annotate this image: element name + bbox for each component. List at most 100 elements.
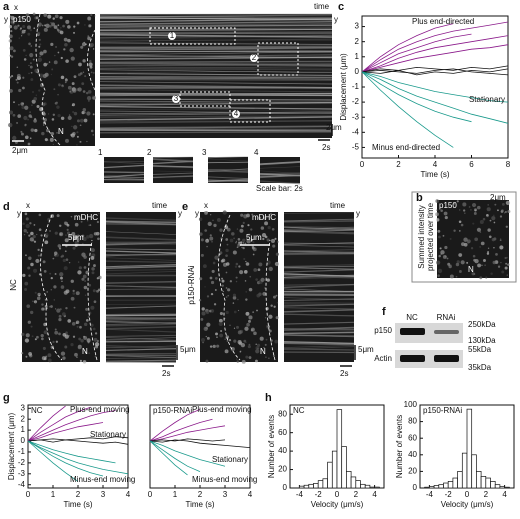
texture: [38, 228, 42, 232]
texture: [79, 124, 82, 127]
texture: [250, 239, 253, 242]
bar: [480, 476, 487, 489]
texture: [207, 221, 212, 226]
texture: [8, 122, 13, 128]
annotation: Stationary: [469, 95, 505, 104]
texture: [212, 344, 216, 348]
texture: [455, 275, 458, 278]
texture: [99, 125, 333, 128]
texture: [220, 329, 223, 333]
texture: [226, 243, 229, 246]
label: N: [82, 347, 88, 356]
texture: [25, 333, 30, 338]
texture: [264, 221, 269, 226]
texture: [88, 100, 90, 102]
texture: [283, 253, 355, 256]
texture: [237, 238, 241, 241]
texture: [103, 171, 145, 174]
texture: [17, 114, 22, 118]
texture: [105, 242, 177, 246]
bar: [346, 471, 352, 489]
texture: [239, 270, 244, 275]
texture: [444, 215, 448, 220]
texture: [204, 229, 208, 232]
bar: [341, 446, 347, 489]
texture: [45, 128, 50, 133]
texture: [43, 49, 47, 54]
label: N: [58, 127, 64, 136]
texture: [479, 219, 484, 224]
texture: [53, 285, 57, 289]
x-tick-label: 0: [26, 490, 31, 499]
texture: [442, 234, 445, 237]
texture: [30, 128, 35, 132]
x-tick-label: 0: [360, 160, 365, 169]
texture: [99, 111, 333, 115]
texture: [30, 262, 34, 267]
texture: [72, 246, 76, 250]
y-axis-label: Number of events: [267, 415, 276, 478]
texture: [105, 236, 177, 241]
texture: [83, 111, 86, 114]
texture: [87, 315, 90, 319]
texture: [262, 291, 267, 296]
texture: [64, 42, 68, 47]
texture: [235, 240, 238, 243]
bar: [471, 454, 477, 489]
label: 5μm: [68, 233, 84, 242]
texture: [241, 359, 246, 364]
texture: [264, 343, 267, 346]
texture: [205, 310, 210, 315]
x-tick-label: -2: [445, 490, 453, 499]
texture: [35, 16, 39, 20]
texture: [99, 76, 333, 78]
texture: [248, 319, 251, 323]
texture: [252, 311, 255, 313]
texture: [84, 24, 86, 26]
y-axis-label: Displacement (μm): [339, 53, 348, 121]
texture: [207, 178, 249, 183]
texture: [245, 311, 250, 316]
texture: [73, 125, 78, 130]
bar: [322, 478, 328, 489]
texture: [245, 298, 248, 301]
texture: [236, 246, 239, 249]
texture: [105, 323, 177, 327]
texture: [73, 27, 75, 29]
y-tick-label: 1: [21, 425, 26, 434]
texture: [481, 264, 483, 267]
texture: [206, 245, 208, 248]
texture: [435, 199, 439, 203]
texture: [29, 237, 34, 242]
trace: [361, 65, 509, 73]
texture: [82, 217, 84, 220]
texture: [207, 155, 249, 159]
texture: [22, 48, 26, 52]
texture: [83, 118, 88, 123]
texture: [86, 338, 91, 343]
texture: [24, 212, 28, 216]
texture: [225, 254, 228, 258]
texture: [8, 39, 12, 43]
trace: [149, 438, 226, 442]
texture: [90, 129, 94, 133]
texture: [82, 59, 86, 63]
x-tick-label: 1: [51, 490, 56, 499]
label: p150: [13, 15, 31, 24]
texture: [81, 234, 85, 238]
texture: [54, 14, 59, 19]
texture: [54, 54, 56, 57]
texture: [80, 220, 83, 223]
texture: [54, 231, 58, 235]
texture: [71, 125, 73, 127]
texture: [52, 113, 55, 116]
texture: [30, 71, 33, 74]
texture: [200, 238, 204, 242]
texture: [283, 244, 355, 248]
texture: [85, 307, 89, 311]
texture: [209, 345, 213, 348]
image: [260, 157, 300, 183]
texture: [99, 120, 333, 124]
bar: [494, 484, 501, 489]
trace: [27, 440, 129, 475]
